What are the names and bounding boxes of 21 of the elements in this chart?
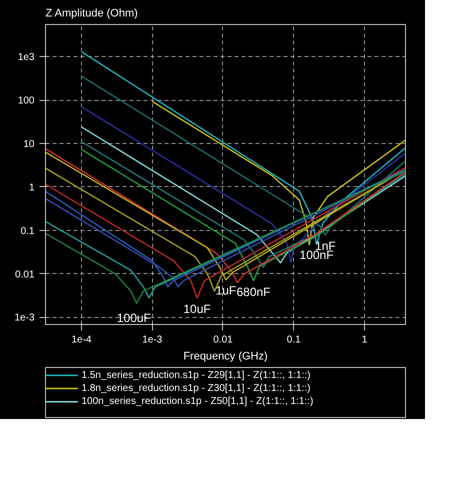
x-tick-label: 1e-4 xyxy=(71,334,92,346)
y-tick-label: 1 xyxy=(28,182,35,194)
annotation: 10uF xyxy=(183,302,211,316)
annotation: 680nF xyxy=(236,284,271,299)
x-tick-label: 0.01 xyxy=(213,334,234,346)
x-tick-label: 1 xyxy=(362,334,368,346)
annotation: 1uF xyxy=(216,284,236,298)
legend-label: 1.8n_series_reduction.s1p - Z30[1,1] - Z(1:1::, 1:1::) xyxy=(82,383,311,394)
annotation: 100uF xyxy=(116,311,151,326)
y-axis-title: Z Amplitude (Ohm) xyxy=(46,8,138,20)
y-tick-label: 0.01 xyxy=(15,269,35,280)
y-tick-label: 100 xyxy=(18,96,35,107)
y-tick-label: 0.1 xyxy=(20,226,35,237)
legend-label: 1.5n_series_reduction.s1p - Z29[1,1] - Z(1:1::, 1:1::) xyxy=(82,370,311,381)
x-tick-label: 0.1 xyxy=(286,334,302,346)
y-tick-label: 1e-3 xyxy=(14,312,35,324)
legend-label: 100n_series_reduction.s1p - Z50[1,1] - Z(1:1::, 1:1::) xyxy=(82,396,314,408)
x-tick-label: 1e-3 xyxy=(142,334,163,346)
x-axis-title: Frequency (GHz) xyxy=(183,350,268,362)
y-tick-label: 10 xyxy=(23,139,35,150)
y-tick-label: 1e3 xyxy=(18,52,35,64)
